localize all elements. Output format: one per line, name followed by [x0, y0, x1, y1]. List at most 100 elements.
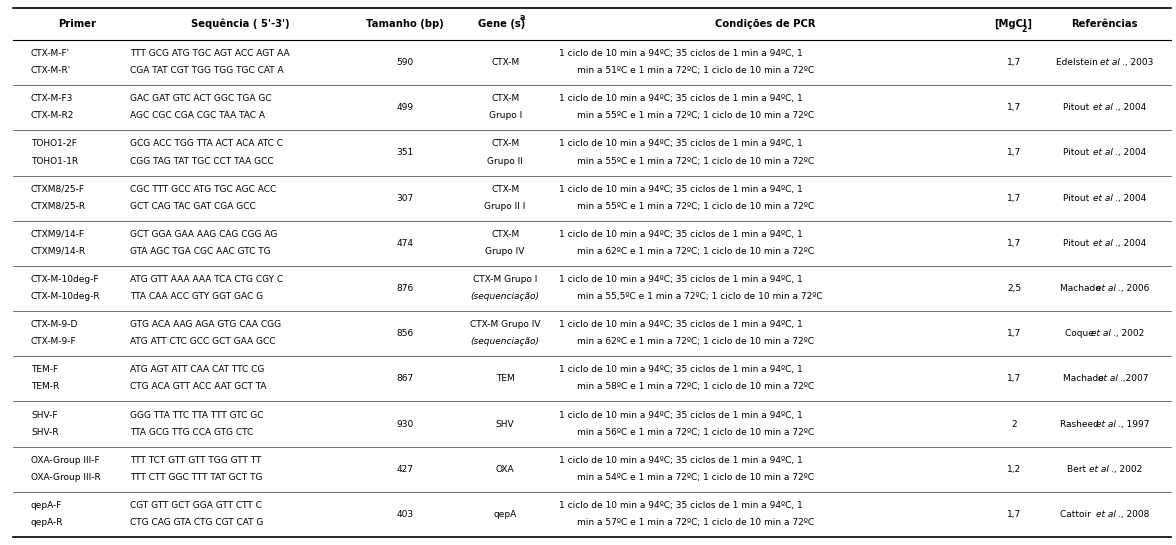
Text: qepA: qepA [494, 510, 516, 519]
Text: Pitout: Pitout [1063, 103, 1091, 112]
Text: TTT CTT GGC TTT TAT GCT TG: TTT CTT GGC TTT TAT GCT TG [131, 473, 263, 482]
Text: 427: 427 [396, 465, 414, 474]
Text: Gene (s): Gene (s) [477, 19, 524, 29]
Text: TOHO1-2F: TOHO1-2F [31, 140, 76, 148]
Text: ., 2004: ., 2004 [1115, 103, 1147, 112]
Text: CTX-M Grupo I: CTX-M Grupo I [473, 275, 537, 284]
Text: GCG ACC TGG TTA ACT ACA ATC C: GCG ACC TGG TTA ACT ACA ATC C [131, 140, 283, 148]
Text: ., 1997: ., 1997 [1117, 420, 1149, 428]
Text: CTX-M-9-F: CTX-M-9-F [31, 337, 76, 346]
Text: Tamanho (bp): Tamanho (bp) [366, 19, 443, 29]
Text: CTX-M: CTX-M [492, 140, 520, 148]
Text: et al: et al [1094, 193, 1114, 203]
Text: CTXM8/25-F: CTXM8/25-F [31, 185, 85, 193]
Text: ., 2003: ., 2003 [1122, 58, 1154, 67]
Text: min a 56ºC e 1 min a 72ºC; 1 ciclo de 10 min a 72ºC: min a 56ºC e 1 min a 72ºC; 1 ciclo de 10… [577, 428, 814, 437]
Text: 1 ciclo de 10 min a 94ºC; 35 ciclos de 1 min a 94ºC, 1: 1 ciclo de 10 min a 94ºC; 35 ciclos de 1… [559, 410, 803, 420]
Text: 1 ciclo de 10 min a 94ºC; 35 ciclos de 1 min a 94ºC, 1: 1 ciclo de 10 min a 94ºC; 35 ciclos de 1… [559, 94, 803, 103]
Text: Edelstein: Edelstein [1056, 58, 1101, 67]
Text: Primer: Primer [58, 19, 95, 29]
Text: min a 55ºC e 1 min a 72ºC; 1 ciclo de 10 min a 72ºC: min a 55ºC e 1 min a 72ºC; 1 ciclo de 10… [577, 156, 814, 166]
Text: OXA-Group III-R: OXA-Group III-R [31, 473, 101, 482]
Text: 1 ciclo de 10 min a 94ºC; 35 ciclos de 1 min a 94ºC, 1: 1 ciclo de 10 min a 94ºC; 35 ciclos de 1… [559, 456, 803, 465]
Text: Pitout: Pitout [1063, 148, 1091, 158]
Text: 2: 2 [1021, 25, 1027, 34]
Text: Grupo II I: Grupo II I [485, 202, 526, 211]
Text: et al: et al [1096, 284, 1116, 293]
Text: et al: et al [1094, 148, 1114, 158]
Text: (sequenciação): (sequenciação) [470, 337, 540, 346]
Text: Grupo IV: Grupo IV [486, 247, 524, 256]
Text: Pitout: Pitout [1063, 193, 1091, 203]
Text: ., 2002: ., 2002 [1111, 465, 1142, 474]
Text: 1,2: 1,2 [1007, 465, 1021, 474]
Text: SHV-F: SHV-F [31, 410, 58, 420]
Text: CTX-M-R': CTX-M-R' [31, 66, 71, 75]
Text: CTX-M-R2: CTX-M-R2 [31, 111, 74, 120]
Text: Bert: Bert [1067, 465, 1089, 474]
Text: 1 ciclo de 10 min a 94ºC; 35 ciclos de 1 min a 94ºC, 1: 1 ciclo de 10 min a 94ºC; 35 ciclos de 1… [559, 185, 803, 193]
Text: min a 57ºC e 1 min a 72ºC; 1 ciclo de 10 min a 72ºC: min a 57ºC e 1 min a 72ºC; 1 ciclo de 10… [577, 518, 814, 527]
Text: ., 2004: ., 2004 [1115, 148, 1147, 158]
Text: min a 55ºC e 1 min a 72ºC; 1 ciclo de 10 min a 72ºC: min a 55ºC e 1 min a 72ºC; 1 ciclo de 10… [577, 111, 814, 120]
Text: ATG AGT ATT CAA CAT TTC CG: ATG AGT ATT CAA CAT TTC CG [131, 365, 265, 374]
Text: 1 ciclo de 10 min a 94ºC; 35 ciclos de 1 min a 94ºC, 1: 1 ciclo de 10 min a 94ºC; 35 ciclos de 1… [559, 230, 803, 239]
Text: Sequência ( 5'-3'): Sequência ( 5'-3') [192, 19, 289, 29]
Text: 1,7: 1,7 [1007, 329, 1021, 338]
Text: OXA-Group III-F: OXA-Group III-F [31, 456, 100, 465]
Text: 474: 474 [396, 239, 414, 248]
Text: TEM: TEM [496, 374, 515, 383]
Text: 1,7: 1,7 [1007, 193, 1021, 203]
Text: CTX-M-10deg-F: CTX-M-10deg-F [31, 275, 100, 284]
Text: CTG ACA GTT ACC AAT GCT TA: CTG ACA GTT ACC AAT GCT TA [131, 383, 267, 391]
Text: ., 2004: ., 2004 [1115, 239, 1147, 248]
Text: Cattoir: Cattoir [1061, 510, 1094, 519]
Text: Grupo I: Grupo I [488, 111, 522, 120]
Text: CTX-M-10deg-R: CTX-M-10deg-R [31, 292, 100, 301]
Text: ., 2008: ., 2008 [1117, 510, 1149, 519]
Text: et al: et al [1096, 510, 1116, 519]
Text: qepA-F: qepA-F [31, 501, 62, 510]
Text: TOHO1-1R: TOHO1-1R [31, 156, 78, 166]
Text: CTXM9/14-F: CTXM9/14-F [31, 230, 85, 239]
Text: CTG CAG GTA CTG CGT CAT G: CTG CAG GTA CTG CGT CAT G [131, 518, 263, 527]
Text: GTG ACA AAG AGA GTG CAA CGG: GTG ACA AAG AGA GTG CAA CGG [131, 320, 281, 329]
Text: 1,7: 1,7 [1007, 374, 1021, 383]
Text: 2: 2 [1011, 420, 1017, 428]
Text: 856: 856 [396, 329, 414, 338]
Text: GCT GGA GAA AAG CAG CGG AG: GCT GGA GAA AAG CAG CGG AG [131, 230, 278, 239]
Text: 876: 876 [396, 284, 414, 293]
Text: 1 ciclo de 10 min a 94ºC; 35 ciclos de 1 min a 94ºC, 1: 1 ciclo de 10 min a 94ºC; 35 ciclos de 1… [559, 365, 803, 374]
Text: Machado: Machado [1063, 374, 1107, 383]
Text: TTT GCG ATG TGC AGT ACC AGT AA: TTT GCG ATG TGC AGT ACC AGT AA [131, 49, 290, 58]
Text: min a 55ºC e 1 min a 72ºC; 1 ciclo de 10 min a 72ºC: min a 55ºC e 1 min a 72ºC; 1 ciclo de 10… [577, 202, 814, 211]
Text: 1,7: 1,7 [1007, 58, 1021, 67]
Text: 1 ciclo de 10 min a 94ºC; 35 ciclos de 1 min a 94ºC, 1: 1 ciclo de 10 min a 94ºC; 35 ciclos de 1… [559, 320, 803, 329]
Text: 403: 403 [396, 510, 414, 519]
Text: CGC TTT GCC ATG TGC AGC ACC: CGC TTT GCC ATG TGC AGC ACC [131, 185, 276, 193]
Text: OXA: OXA [496, 465, 514, 474]
Text: 1,7: 1,7 [1007, 103, 1021, 112]
Text: min a 58ºC e 1 min a 72ºC; 1 ciclo de 10 min a 72ºC: min a 58ºC e 1 min a 72ºC; 1 ciclo de 10… [577, 383, 814, 391]
Text: SHV: SHV [496, 420, 514, 428]
Text: min a 62ºC e 1 min a 72ºC; 1 ciclo de 10 min a 72ºC: min a 62ºC e 1 min a 72ºC; 1 ciclo de 10… [577, 247, 814, 256]
Text: Pitout: Pitout [1063, 239, 1091, 248]
Text: Referências: Referências [1071, 19, 1137, 29]
Text: min a 54ºC e 1 min a 72ºC; 1 ciclo de 10 min a 72ºC: min a 54ºC e 1 min a 72ºC; 1 ciclo de 10… [577, 473, 814, 482]
Text: TTA GCG TTG CCA GTG CTC: TTA GCG TTG CCA GTG CTC [131, 428, 254, 437]
Text: Machado: Machado [1061, 284, 1104, 293]
Text: et al: et al [1098, 374, 1117, 383]
Text: CTX-M-F3: CTX-M-F3 [31, 94, 73, 103]
Text: 2,5: 2,5 [1007, 284, 1021, 293]
Text: a: a [520, 13, 526, 21]
Text: 499: 499 [396, 103, 414, 112]
Text: CGA TAT CGT TGG TGG TGC CAT A: CGA TAT CGT TGG TGG TGC CAT A [131, 66, 285, 75]
Text: 867: 867 [396, 374, 414, 383]
Text: CGG TAG TAT TGC CCT TAA GCC: CGG TAG TAT TGC CCT TAA GCC [131, 156, 274, 166]
Text: min a 62ºC e 1 min a 72ºC; 1 ciclo de 10 min a 72ºC: min a 62ºC e 1 min a 72ºC; 1 ciclo de 10… [577, 337, 814, 346]
Text: 930: 930 [396, 420, 414, 428]
Text: CTXM8/25-R: CTXM8/25-R [31, 202, 86, 211]
Text: CTX-M: CTX-M [492, 58, 520, 67]
Text: 1 ciclo de 10 min a 94ºC; 35 ciclos de 1 min a 94ºC, 1: 1 ciclo de 10 min a 94ºC; 35 ciclos de 1… [559, 49, 803, 58]
Text: 1,7: 1,7 [1007, 239, 1021, 248]
